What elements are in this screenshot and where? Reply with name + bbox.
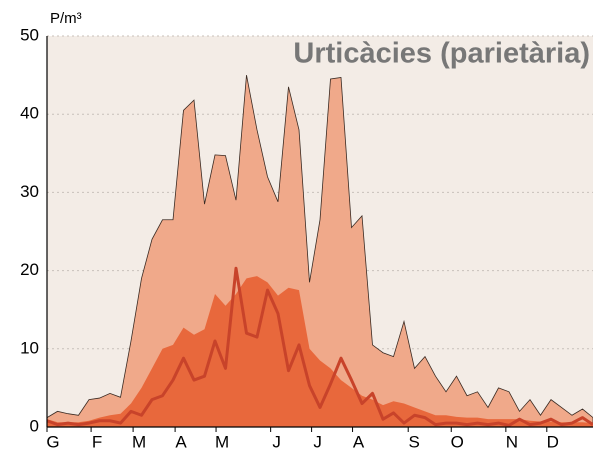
x-tick-label: N — [506, 432, 518, 451]
y-tick-label: 10 — [20, 338, 39, 357]
y-tick-label: 40 — [20, 104, 39, 123]
area — [47, 276, 593, 427]
y-axis-unit: P/m³ — [50, 10, 82, 27]
x-tick-label: J — [272, 432, 281, 451]
line — [46, 266, 593, 427]
y-tick-label: 30 — [20, 182, 39, 201]
x-tick-label: A — [175, 432, 187, 451]
x-tick-label: J — [313, 432, 322, 451]
x-tick-label: F — [92, 432, 102, 451]
x-tick-label: A — [353, 432, 365, 451]
x-tick-label: M — [132, 432, 146, 451]
y-tick-label: 0 — [30, 416, 39, 435]
y-tick-label: 50 — [20, 25, 39, 44]
x-tick-label: O — [451, 432, 464, 451]
chart-title: Urticàcies (parietària) — [293, 38, 590, 70]
x-tick-label: D — [547, 432, 559, 451]
x-tick-label: S — [409, 432, 420, 451]
y-tick-label: 20 — [20, 260, 39, 279]
x-tick-label: M — [215, 432, 229, 451]
x-tick-label: G — [46, 432, 59, 451]
